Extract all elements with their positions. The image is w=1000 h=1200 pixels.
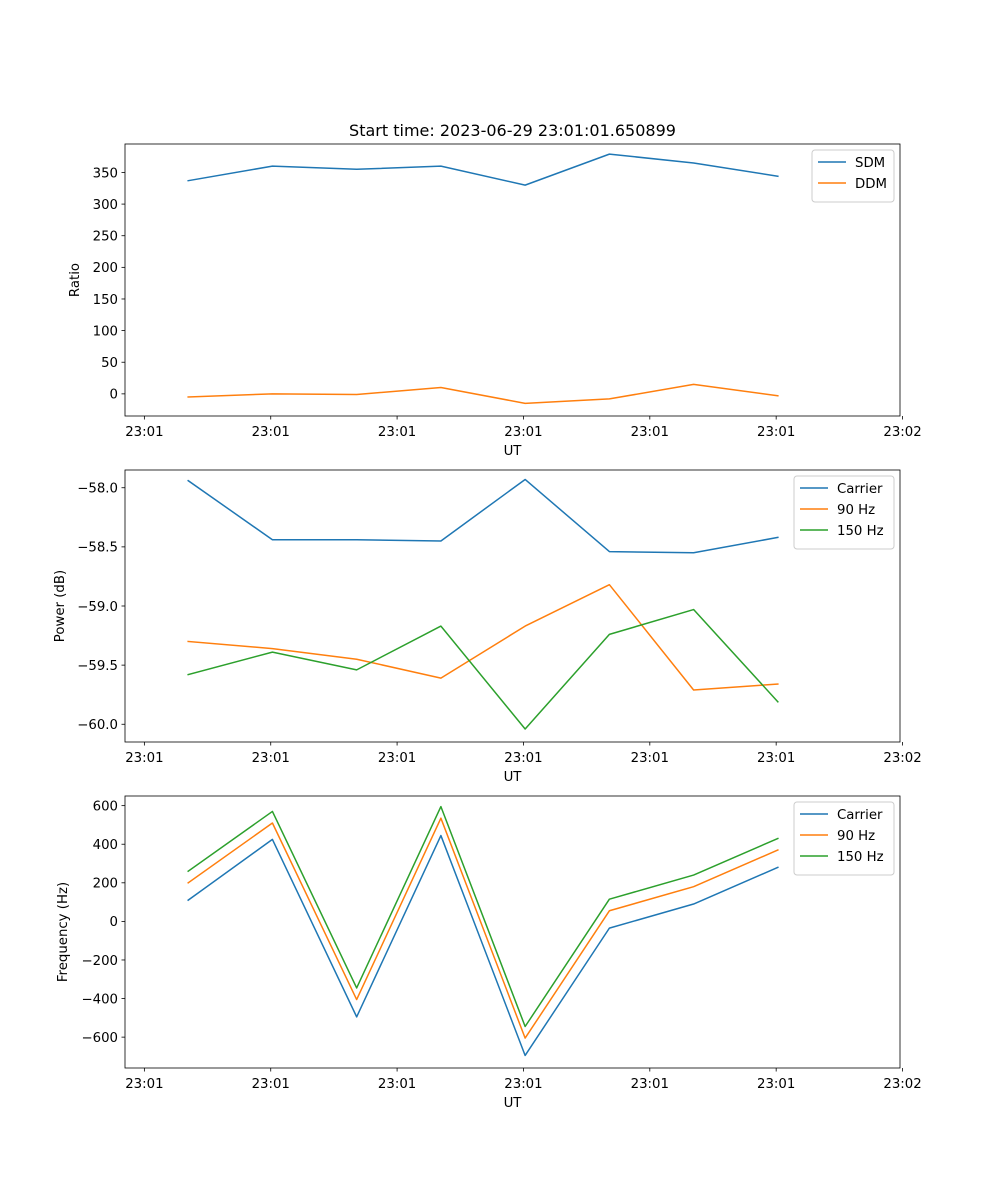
legend-label: 90 Hz (837, 829, 875, 844)
x-tick-label: 23:01 (631, 751, 669, 766)
series-line-150-hz (188, 610, 778, 729)
y-tick-label: 600 (93, 799, 118, 814)
x-axis-label: UT (504, 1096, 523, 1111)
y-axis-label: Power (dB) (53, 570, 68, 642)
y-tick-label: 50 (101, 356, 118, 371)
axes-frame (125, 144, 900, 416)
x-tick-label: 23:01 (504, 1077, 542, 1092)
ratio-panel: 23:01 23:01 23:01 23:01 23:01 23:01 23:02 0 50 10… (68, 144, 922, 459)
x-tick-label: 23:01 (631, 425, 669, 440)
y-tick-label: −58.5 (77, 541, 118, 556)
x-tick-label: 23:01 (504, 425, 542, 440)
y-tick-label: 200 (93, 877, 118, 892)
legend-label: Carrier (837, 482, 883, 497)
x-axis-label: UT (504, 770, 523, 785)
chart-title: Start time: 2023-06-29 23:01:01.650899 (349, 121, 676, 140)
legend-label: Carrier (837, 808, 883, 823)
y-tick-label: −59.0 (77, 600, 118, 615)
x-tick-label: 23:01 (252, 425, 290, 440)
x-tick-label: 23:01 (757, 1077, 795, 1092)
x-axis-label: UT (504, 444, 523, 459)
x-tick-label: 23:01 (125, 1077, 163, 1092)
y-tick-label: −59.5 (77, 659, 118, 674)
series-line-ddm (188, 384, 778, 403)
axes-frame (125, 796, 900, 1068)
series-line-carrier (188, 836, 778, 1056)
y-tick-label: 100 (93, 324, 118, 339)
y-tick-label: 0 (110, 388, 118, 403)
y-axis-label: Frequency (Hz) (56, 882, 71, 982)
legend-label: 150 Hz (837, 524, 884, 539)
x-tick-label: 23:01 (378, 425, 416, 440)
y-tick-label: 150 (93, 293, 118, 308)
axes-frame (125, 470, 900, 742)
frequency-panel: 23:01 23:01 23:01 23:01 23:01 23:01 23:02 −600 −… (56, 796, 922, 1111)
y-tick-label: 300 (93, 198, 118, 213)
y-axis-label: Ratio (68, 263, 83, 297)
y-tick-label: 250 (93, 230, 118, 245)
x-tick-label: 23:01 (378, 1077, 416, 1092)
legend-label: 150 Hz (837, 850, 884, 865)
y-tick-label: 0 (110, 915, 118, 930)
x-tick-label: 23:01 (125, 425, 163, 440)
y-tick-label: −200 (81, 954, 118, 969)
x-tick-label: 23:02 (883, 425, 921, 440)
series-line-sdm (188, 154, 778, 185)
y-tick-label: −60.0 (77, 718, 118, 733)
x-tick-label: 23:01 (504, 751, 542, 766)
legend-label: DDM (855, 177, 887, 192)
series-line-90-hz (188, 818, 778, 1038)
series-line-90-hz (188, 585, 778, 690)
x-tick-label: 23:02 (883, 751, 921, 766)
legend-label: SDM (855, 156, 885, 171)
figure: Start time: 2023-06-29 23:01:01.650899 2… (0, 0, 1000, 1200)
x-tick-label: 23:02 (883, 1077, 921, 1092)
x-tick-label: 23:01 (378, 751, 416, 766)
y-tick-label: −600 (81, 1031, 118, 1046)
y-tick-label: 200 (93, 261, 118, 276)
x-tick-label: 23:01 (757, 425, 795, 440)
x-tick-label: 23:01 (252, 751, 290, 766)
y-tick-label: 350 (93, 166, 118, 181)
y-tick-label: −400 (81, 992, 118, 1007)
x-tick-label: 23:01 (252, 1077, 290, 1092)
power-panel: 23:01 23:01 23:01 23:01 23:01 23:01 23:02 −60.0… (53, 470, 922, 785)
series-line-150-hz (188, 807, 778, 1027)
y-tick-label: −58.0 (77, 482, 118, 497)
x-tick-label: 23:01 (757, 751, 795, 766)
y-tick-label: 400 (93, 838, 118, 853)
x-tick-label: 23:01 (631, 1077, 669, 1092)
legend-label: 90 Hz (837, 503, 875, 518)
x-tick-label: 23:01 (125, 751, 163, 766)
series-line-carrier (188, 479, 778, 552)
